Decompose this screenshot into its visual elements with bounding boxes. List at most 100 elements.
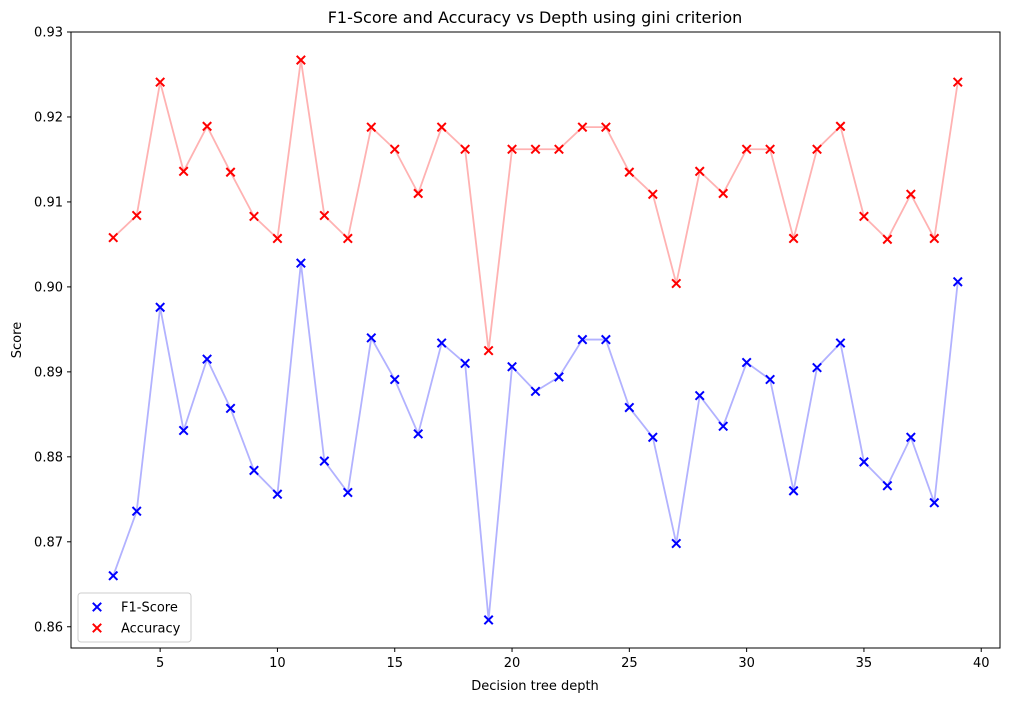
data-point-f1-score [600,334,611,345]
data-point-accuracy-stroke [272,233,283,244]
legend-marker-accuracy [92,623,102,633]
data-point-f1-score [178,425,189,436]
series-accuracy [108,55,963,356]
data-point-accuracy-stroke [554,144,564,155]
data-point-accuracy-stroke [882,234,893,245]
data-point-accuracy-stroke [718,188,729,199]
data-point-accuracy [741,144,752,155]
data-point-f1-score-stroke [225,403,236,414]
data-point-f1-score-stroke [788,485,799,496]
data-point-accuracy [225,167,236,178]
data-point-f1-score [765,374,776,385]
data-point-f1-score [389,374,400,385]
data-point-f1-score [554,372,564,382]
data-point-f1-score-stroke [202,354,212,365]
data-point-f1-score [694,390,705,401]
legend-label-f1-score: F1-Score [121,601,178,616]
data-point-accuracy [108,232,119,243]
series-f1-score [108,258,963,625]
data-point-accuracy-stroke [460,144,471,155]
data-point-accuracy-stroke [647,189,658,200]
data-point-accuracy [366,122,377,133]
data-point-f1-score-stroke [131,506,142,517]
data-point-accuracy [131,210,142,221]
data-point-accuracy [507,144,517,155]
data-point-accuracy-stroke [577,122,588,133]
y-tick-label: 0.91 [34,195,63,210]
data-point-f1-score-stroke [929,497,940,508]
x-tick-label: 40 [973,656,990,671]
data-point-accuracy [460,144,471,155]
data-point-f1-score-stroke [765,374,776,385]
data-point-f1-score [202,354,212,365]
legend-marker-f1-score-stroke [92,602,102,612]
data-point-f1-score-stroke [413,428,424,439]
data-point-accuracy-stroke [155,77,166,88]
data-point-f1-score-stroke [647,432,658,443]
data-point-f1-score [671,538,682,549]
data-point-accuracy-stroke [483,345,494,356]
plot-frame [70,31,1001,649]
x-tick-label: 20 [504,656,521,671]
data-point-accuracy-stroke [436,122,447,133]
y-axis-label: Score [10,322,25,358]
data-point-accuracy [882,234,893,245]
data-point-accuracy [295,55,306,65]
data-point-accuracy-stroke [741,144,752,155]
y-tick-label: 0.87 [34,535,63,550]
data-point-accuracy-stroke [295,55,306,65]
data-point-accuracy-stroke [812,144,822,155]
series-line-accuracy [112,59,959,351]
x-tick-label: 25 [621,656,638,671]
data-point-f1-score [929,497,940,508]
data-point-accuracy [600,122,611,133]
data-point-accuracy-stroke [178,166,189,177]
data-point-f1-score-stroke [342,487,353,498]
data-point-f1-score [342,487,353,498]
data-point-f1-score-stroke [741,357,752,368]
data-point-f1-score [249,465,259,476]
data-point-f1-score-stroke [483,615,494,625]
data-point-f1-score [413,428,424,439]
data-point-f1-score [859,457,869,467]
data-point-accuracy-stroke [952,77,963,88]
data-point-accuracy-stroke [530,144,541,155]
data-point-f1-score [952,276,963,287]
data-point-accuracy-stroke [788,233,799,244]
data-point-f1-score-stroke [952,276,963,287]
data-point-f1-score [155,302,166,313]
data-point-accuracy [483,345,494,356]
data-point-f1-score [507,361,517,372]
data-point-f1-score-stroke [859,457,869,467]
data-point-accuracy [765,144,776,155]
data-point-f1-score [624,402,635,413]
data-point-accuracy [530,144,541,155]
legend-box [77,592,192,643]
data-point-f1-score-stroke [624,402,635,413]
data-point-accuracy-stroke [507,144,517,155]
data-point-f1-score [741,357,752,368]
data-point-f1-score-stroke [577,334,588,345]
data-point-accuracy [249,211,259,222]
data-point-accuracy-stroke [905,189,916,200]
data-point-accuracy-stroke [202,121,212,132]
data-point-accuracy-stroke [624,167,635,178]
data-point-accuracy [647,189,658,200]
data-point-accuracy-stroke [835,121,846,132]
data-point-f1-score [295,258,306,269]
data-point-accuracy-stroke [249,211,259,222]
x-tick-label: 15 [386,656,403,671]
data-point-f1-score [460,358,471,369]
legend-label-accuracy: Accuracy [121,622,181,637]
legend-marker-accuracy-stroke [92,623,102,633]
series-layer [108,55,963,625]
data-point-f1-score-stroke [319,456,330,466]
data-point-f1-score [272,489,283,500]
data-point-f1-score-stroke [718,421,729,432]
y-tick-label: 0.92 [34,110,63,125]
data-point-f1-score-stroke [366,332,377,343]
x-axis-label: Decision tree depth [471,679,599,694]
data-point-f1-score-stroke [812,362,822,373]
data-point-f1-score-stroke [600,334,611,345]
